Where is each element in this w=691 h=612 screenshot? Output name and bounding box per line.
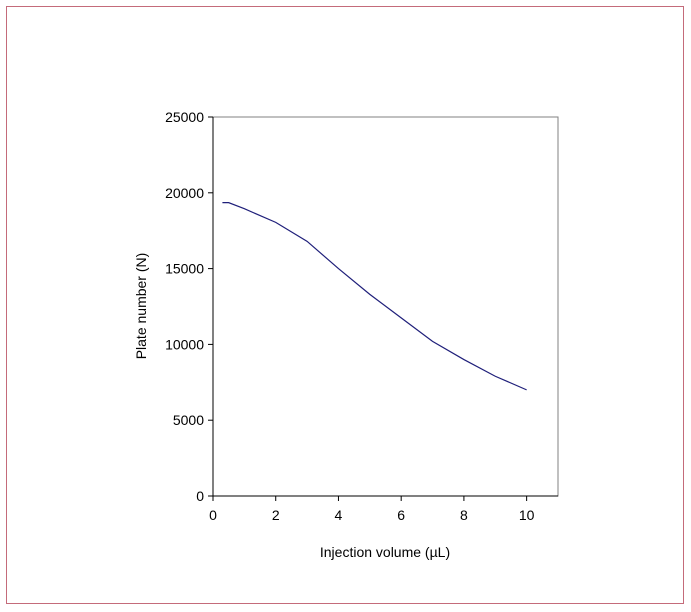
chart-frame [6,6,684,604]
y-axis-ticks: 0 5000 10000 15000 20000 25000 [165,109,213,504]
y-tick-label: 25000 [165,109,204,125]
x-axis-ticks: 0 2 4 6 8 10 [209,496,535,523]
y-tick-label: 10000 [165,336,204,352]
x-tick-label: 6 [397,507,405,523]
x-tick-label: 8 [460,507,468,523]
y-tick-label: 15000 [165,261,204,277]
y-tick-label: 5000 [173,412,204,428]
y-axis-title: Plate number (N) [133,253,149,360]
x-tick-label: 0 [209,507,217,523]
x-tick-label: 10 [519,507,535,523]
y-tick-label: 20000 [165,185,204,201]
series-layer [222,202,527,391]
series-line [222,202,527,391]
x-tick-label: 4 [335,507,343,523]
x-tick-label: 2 [272,507,280,523]
x-axis-title: Injection volume (µL) [320,544,450,560]
y-tick-label: 0 [196,488,204,504]
